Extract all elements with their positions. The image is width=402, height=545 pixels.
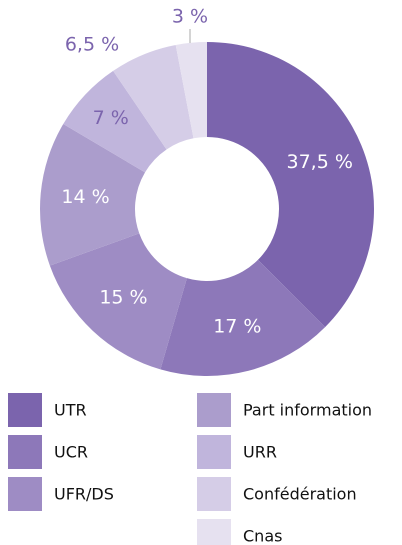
donut-slice [39,123,146,266]
donut-slice [63,70,167,173]
legend-swatch [8,477,42,511]
legend-swatch [197,477,231,511]
slice-label: 6,5 % [65,34,119,56]
legend-label: URR [243,443,277,462]
slice-label: 17 % [213,316,261,338]
slice-label: 37,5 % [287,151,353,173]
legend-label: Part information [243,401,372,420]
legend-label: UFR/DS [54,485,114,504]
donut-slice [113,44,194,150]
slice-label: 3 % [172,6,208,28]
legend-label: Cnas [243,527,282,545]
slice-label: 7 % [93,107,129,129]
legend-swatch [8,393,42,427]
legend-swatch [197,519,231,545]
legend-label: UCR [54,443,88,462]
donut-slice [49,233,187,370]
legend-label: Confédération [243,485,357,504]
legend-swatch [8,435,42,469]
donut-slice [175,42,207,139]
slice-label: 14 % [61,186,109,208]
donut-slice [160,259,326,377]
donut-slice [207,42,375,328]
legend-swatch [197,435,231,469]
legend-label: UTR [54,401,87,420]
legend-swatch [197,393,231,427]
slice-label: 15 % [99,286,147,308]
